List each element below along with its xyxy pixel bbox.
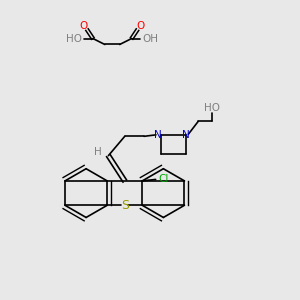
Text: Cl: Cl — [159, 174, 169, 184]
Text: O: O — [80, 21, 88, 31]
Text: O: O — [136, 21, 145, 31]
Text: HO: HO — [203, 103, 220, 113]
Text: OH: OH — [142, 34, 158, 44]
Text: HO: HO — [66, 34, 82, 44]
Text: N: N — [154, 130, 161, 140]
Text: H: H — [94, 147, 102, 157]
Text: S: S — [121, 199, 129, 212]
Text: N: N — [182, 130, 190, 140]
